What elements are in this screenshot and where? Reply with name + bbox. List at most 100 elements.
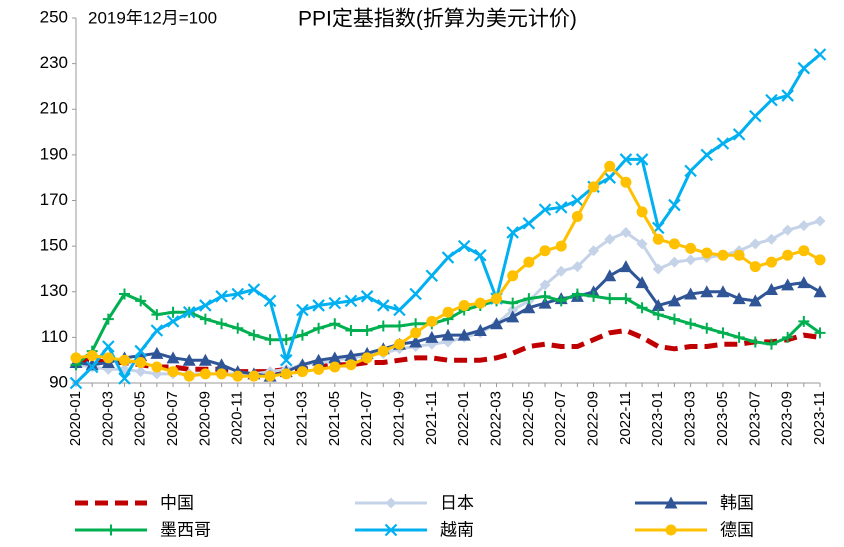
x-tick-label: 2020-03 (99, 391, 116, 446)
x-tick-label: 2021-03 (293, 391, 310, 446)
marker (425, 269, 439, 283)
marker (134, 344, 147, 358)
marker (635, 153, 649, 166)
marker (296, 303, 309, 317)
marker (668, 198, 681, 212)
legend-marker (105, 524, 117, 536)
marker (604, 160, 616, 172)
marker (135, 295, 147, 307)
marker (814, 215, 826, 227)
marker (636, 206, 648, 218)
marker (619, 260, 633, 273)
marker (328, 351, 342, 364)
marker (716, 285, 730, 298)
marker (313, 322, 325, 334)
marker (814, 327, 826, 339)
marker (85, 358, 99, 371)
marker (539, 279, 551, 291)
marker (749, 238, 761, 250)
chart-subtitle: 2019年12月=100 (88, 8, 217, 27)
marker (393, 338, 405, 350)
marker (296, 366, 308, 378)
marker (199, 313, 211, 325)
marker (248, 329, 260, 341)
x-tick-label: 2020-07 (164, 391, 181, 446)
x-tick-label: 2023-11 (811, 391, 828, 445)
marker (652, 233, 664, 245)
marker (102, 340, 115, 353)
x-tick-label: 2020-05 (132, 391, 149, 446)
legend-marker (665, 524, 677, 536)
marker (571, 210, 583, 222)
marker (604, 233, 616, 245)
x-tick-label: 2023-05 (714, 391, 731, 446)
marker (668, 238, 680, 250)
marker (215, 290, 228, 303)
x-tick-label: 2023-01 (649, 391, 666, 446)
marker (360, 290, 374, 303)
marker (215, 358, 229, 371)
marker (312, 353, 326, 366)
marker (426, 315, 438, 327)
chart-title: PPI定基指数(折算为美元计价) (298, 8, 577, 31)
marker (685, 254, 697, 266)
marker (119, 354, 131, 366)
y-tick-label: 230 (40, 53, 68, 72)
marker (523, 256, 535, 268)
marker (797, 61, 811, 75)
marker (329, 318, 341, 330)
marker (263, 294, 277, 308)
x-tick-label: 2021-11 (423, 391, 440, 445)
marker (150, 324, 164, 337)
marker (312, 299, 325, 312)
legend-label: 德国 (720, 520, 754, 539)
marker (377, 345, 389, 357)
marker (782, 331, 794, 343)
marker (798, 220, 810, 232)
marker (749, 109, 762, 123)
marker (523, 293, 535, 305)
marker (199, 368, 211, 380)
marker (442, 306, 454, 318)
marker (749, 336, 761, 348)
marker (279, 353, 293, 367)
marker (199, 299, 212, 312)
marker (813, 48, 827, 61)
legend-label: 中国 (160, 493, 194, 512)
x-tick-label: 2020-11 (229, 391, 246, 445)
marker (216, 318, 228, 330)
marker (507, 297, 519, 309)
marker (522, 217, 536, 230)
legend-label: 日本 (440, 493, 474, 512)
marker (441, 328, 455, 341)
marker (781, 278, 795, 291)
marker (684, 287, 698, 300)
marker (603, 171, 617, 184)
marker (198, 353, 212, 366)
marker (329, 361, 341, 373)
marker (102, 352, 114, 364)
marker (86, 350, 98, 362)
x-tick-label: 2022-11 (617, 391, 634, 445)
marker (782, 249, 794, 261)
marker (183, 370, 195, 382)
marker (588, 290, 600, 302)
marker (716, 137, 730, 150)
marker (393, 320, 405, 332)
x-tick-label: 2021-01 (261, 391, 278, 446)
marker (797, 276, 811, 289)
marker (571, 261, 583, 273)
x-tick-label: 2020-01 (67, 391, 84, 446)
marker (700, 148, 714, 162)
marker (409, 335, 423, 348)
marker (361, 325, 373, 337)
marker (782, 224, 794, 236)
marker (748, 294, 762, 307)
marker (765, 256, 777, 268)
marker (280, 368, 292, 380)
marker (700, 285, 714, 298)
marker (555, 295, 567, 307)
marker (701, 247, 713, 259)
x-tick-label: 2021-07 (358, 391, 375, 446)
